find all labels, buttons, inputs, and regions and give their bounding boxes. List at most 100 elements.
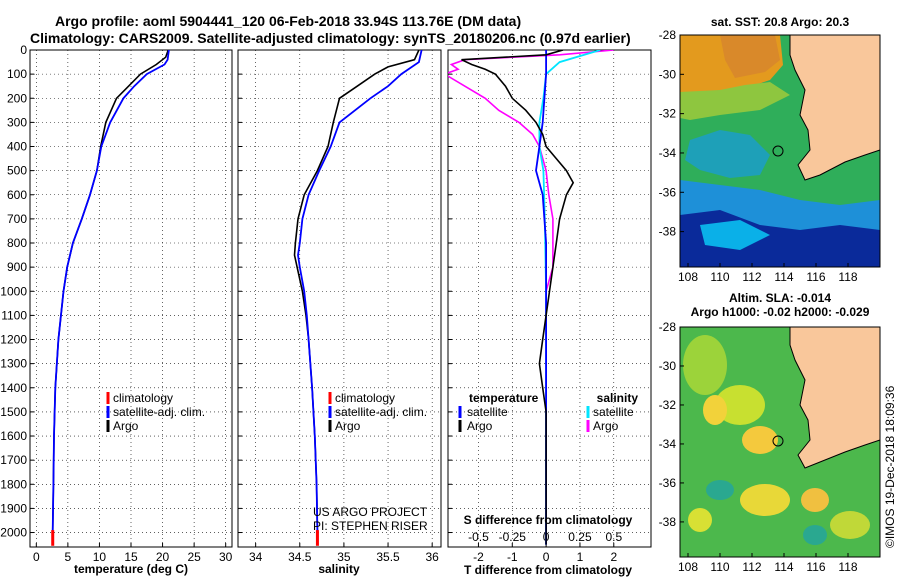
series-group bbox=[448, 50, 614, 545]
x-tick-label: 10 bbox=[93, 550, 107, 564]
sla-low-anomaly bbox=[803, 525, 827, 545]
depth-tick-label: 300 bbox=[7, 115, 27, 129]
legend-t-argo-label: Argo bbox=[467, 419, 493, 433]
x-tick-label: 15 bbox=[124, 550, 138, 564]
depth-tick-label: 1900 bbox=[0, 501, 27, 515]
sla-peak-anomaly bbox=[742, 426, 778, 454]
legend-temperature-heading: temperature bbox=[469, 391, 539, 405]
lat-tick-label: -30 bbox=[659, 359, 677, 373]
float-position-marker bbox=[772, 145, 784, 157]
depth-tick-label: 1800 bbox=[0, 477, 27, 491]
s-diff-tick-label: 0.25 bbox=[568, 530, 592, 544]
salinity-axis-label: salinity bbox=[318, 562, 360, 576]
salinity-panel-frame bbox=[237, 49, 442, 548]
s-diff-tick-label: 0.5 bbox=[605, 530, 622, 544]
lon-tick-label: 112 bbox=[742, 560, 761, 574]
sst-cold-filament bbox=[700, 220, 770, 250]
sst-map-frame bbox=[679, 34, 881, 268]
depth-tick-label: 1000 bbox=[0, 284, 27, 298]
lon-tick-label: 110 bbox=[710, 270, 729, 284]
x-tick-label: 0 bbox=[543, 550, 550, 564]
lon-tick-label: 114 bbox=[774, 270, 793, 284]
depth-tick-label: 1600 bbox=[0, 429, 27, 443]
lon-tick-label: 114 bbox=[774, 560, 793, 574]
lon-tick-label: 110 bbox=[710, 560, 729, 574]
series-layer bbox=[51, 50, 614, 546]
sla-high-anomaly bbox=[830, 511, 870, 539]
series-line-s-argo bbox=[448, 50, 614, 545]
series-group bbox=[51, 50, 170, 546]
sst-transition-region bbox=[680, 82, 790, 120]
sla-map: Altim. SLA: -0.014 Argo h1000: -0.02 h20… bbox=[659, 291, 881, 574]
depth-tick-label: 800 bbox=[7, 236, 27, 250]
legend-s-satellite-label: satellite bbox=[593, 405, 634, 419]
lat-tick-label: -34 bbox=[659, 437, 677, 451]
lon-tick-label: 116 bbox=[806, 270, 825, 284]
legend-argo-label: Argo bbox=[113, 419, 139, 433]
legend-t-satellite-label: satellite bbox=[467, 405, 508, 419]
australia-land bbox=[789, 35, 880, 181]
sla-high-anomaly bbox=[715, 385, 765, 425]
sst-warm-core bbox=[720, 35, 780, 78]
series-line-satellite-adj-clim- bbox=[51, 50, 170, 545]
temperature-legend: climatology satellite-adj. clim. Argo bbox=[106, 391, 205, 433]
lat-tick-label: -36 bbox=[659, 185, 677, 199]
lon-tick-label: 112 bbox=[742, 270, 761, 284]
lon-tick-label: 116 bbox=[806, 560, 825, 574]
sla-peak-anomaly bbox=[703, 395, 727, 425]
sla-high-anomaly bbox=[683, 335, 727, 395]
figure-title-line2: Climatology: CARS2009. Satellite-adjuste… bbox=[30, 30, 631, 46]
sst-map-axis-ticks: 108 110 112 114 116 118 -28 -30 -32 -34 -36 -38 bbox=[659, 28, 858, 284]
sst-map-title: sat. SST: 20.8 Argo: 20.3 bbox=[711, 15, 850, 29]
difference-panel-frame bbox=[447, 49, 652, 548]
series-line-satellite-adj-clim- bbox=[297, 50, 423, 545]
lat-tick-label: -38 bbox=[659, 225, 677, 239]
x-tick-label: -2 bbox=[473, 550, 484, 564]
legend-argo-label: Argo bbox=[335, 419, 361, 433]
legend-salinity-heading: salinity bbox=[597, 391, 639, 405]
lon-tick-label: 118 bbox=[838, 270, 857, 284]
sla-high-anomaly bbox=[688, 508, 712, 532]
sla-map-title: Altim. SLA: -0.014 bbox=[729, 291, 831, 305]
sla-map-field bbox=[680, 327, 880, 557]
legend-climatology-label: climatology bbox=[335, 391, 395, 405]
x-axis-ticks: 0 5 10 15 20 25 30 34 34.5 35 35.5 36 -2 -1 0 1 2 -0.5 -0.… bbox=[33, 530, 622, 564]
grid-layer bbox=[30, 49, 651, 547]
project-annotation-line2: PI: STEPHEN RISER bbox=[313, 519, 428, 533]
legend-climatology-label: climatology bbox=[113, 391, 173, 405]
legend-s-argo-label: Argo bbox=[593, 419, 619, 433]
salinity-legend: climatology satellite-adj. clim. Argo bbox=[328, 391, 427, 433]
x-tick-label: 1 bbox=[577, 550, 584, 564]
x-tick-label: 30 bbox=[219, 550, 233, 564]
lon-tick-label: 108 bbox=[678, 560, 698, 574]
x-tick-label: 34 bbox=[249, 550, 263, 564]
lat-tick-label: -32 bbox=[659, 107, 677, 121]
sst-cool-patch bbox=[685, 130, 770, 178]
depth-tick-label: 2000 bbox=[0, 526, 27, 540]
sla-map-axis-ticks: 108 110 112 114 116 118 -28 -30 -32 -34 -36 -38 bbox=[659, 320, 858, 574]
depth-tick-label: 400 bbox=[7, 140, 27, 154]
lat-tick-label: -38 bbox=[659, 515, 677, 529]
x-tick-label: 35.5 bbox=[376, 550, 400, 564]
depth-tick-label: 1100 bbox=[1, 308, 27, 322]
imos-credit: ©IMOS 19-Dec-2018 18:09:36 bbox=[883, 385, 897, 548]
series-line-t-argo bbox=[461, 50, 575, 545]
depth-tick-label: 1200 bbox=[0, 333, 27, 347]
sst-map-field bbox=[680, 35, 880, 267]
depth-tick-label: 600 bbox=[7, 188, 27, 202]
legend-satellite-label: satellite-adj. clim. bbox=[113, 405, 205, 419]
depth-tick-label: 500 bbox=[7, 164, 27, 178]
sla-peak-anomaly bbox=[801, 488, 829, 512]
x-tick-label: 2 bbox=[610, 550, 617, 564]
s-diff-tick-label: -0.5 bbox=[468, 530, 489, 544]
x-tick-label: -1 bbox=[507, 550, 518, 564]
lat-tick-label: -28 bbox=[659, 320, 677, 334]
lat-tick-label: -28 bbox=[659, 28, 677, 42]
depth-tick-label: 1300 bbox=[0, 357, 27, 371]
depth-tick-label: 1400 bbox=[0, 381, 27, 395]
x-tick-label: 20 bbox=[156, 550, 170, 564]
series-line-argo bbox=[293, 50, 420, 545]
s-difference-axis-label: S difference from climatology bbox=[464, 513, 633, 527]
lat-tick-label: -34 bbox=[659, 146, 677, 160]
